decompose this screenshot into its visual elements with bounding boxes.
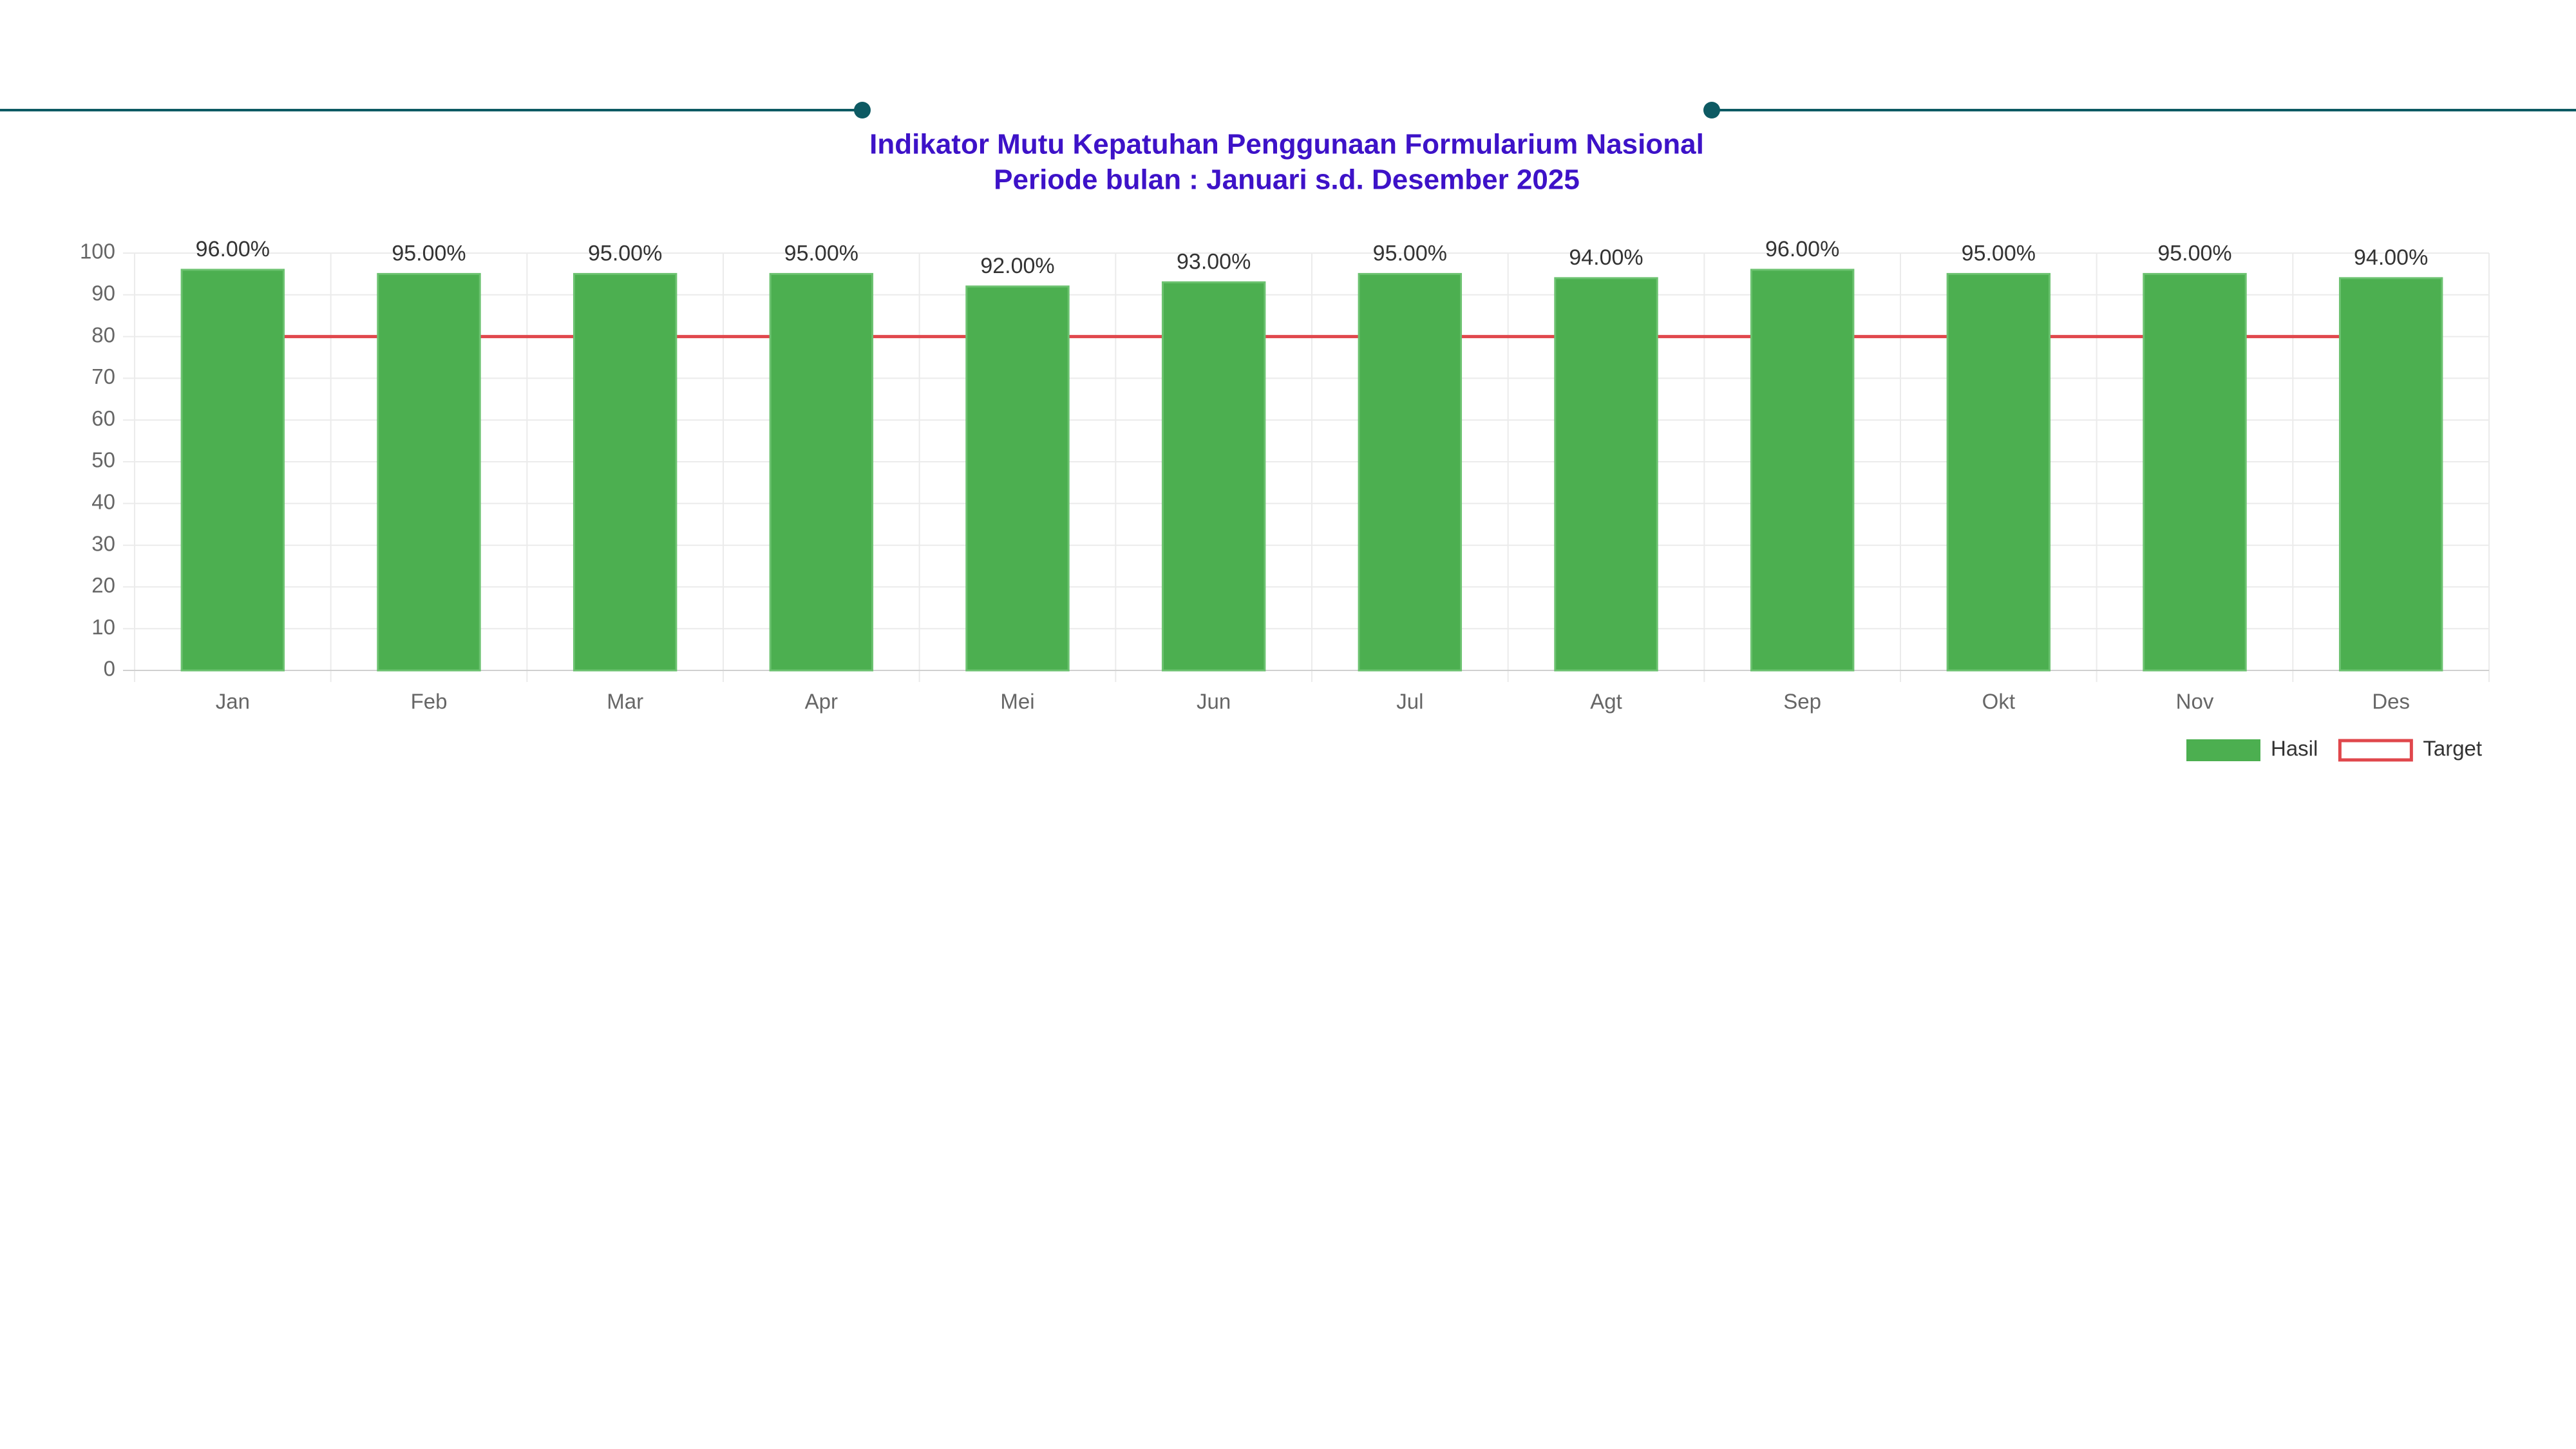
value-label: 95.00% (784, 241, 858, 265)
value-label: 95.00% (1373, 241, 1447, 265)
x-tick-label: Apr (805, 690, 838, 714)
y-tick-label: 100 (80, 240, 115, 263)
x-tick-label: Sep (1783, 690, 1821, 714)
x-tick-label: Mar (607, 690, 643, 714)
value-label: 95.00% (588, 241, 662, 265)
legend-swatch (2338, 739, 2413, 762)
value-label: 96.00% (1765, 237, 1839, 261)
y-tick-label: 60 (91, 406, 115, 430)
x-tick-label: Mei (1000, 690, 1034, 714)
value-label: 93.00% (1177, 249, 1251, 274)
y-tick-label: 50 (91, 448, 115, 472)
value-label: 96.00% (196, 237, 270, 261)
bar (1946, 272, 2051, 672)
value-label: 94.00% (1569, 245, 1643, 270)
value-label: 95.00% (392, 241, 466, 265)
x-tick-label: Des (2372, 690, 2410, 714)
value-label: 92.00% (980, 254, 1054, 278)
bar (1554, 277, 1658, 672)
bar (180, 269, 285, 672)
x-tick-label: Feb (411, 690, 448, 714)
y-tick-label: 70 (91, 365, 115, 388)
x-tick-label: Jan (216, 690, 250, 714)
bar (377, 272, 481, 672)
chart-title: Indikator Mutu Kepatuhan Penggunaan Form… (869, 129, 1704, 160)
x-tick-label: Jul (1396, 690, 1423, 714)
chart-subtitle: Periode bulan : Januari s.d. Desember 20… (994, 164, 1580, 196)
y-tick-label: 20 (91, 573, 115, 597)
value-label: 95.00% (1962, 241, 2036, 265)
bar (1358, 272, 1463, 672)
value-label: 94.00% (2354, 245, 2428, 270)
y-tick-label: 10 (91, 615, 115, 639)
bar (1161, 281, 1266, 672)
bar (573, 272, 677, 672)
x-tick-label: Nov (2176, 690, 2214, 714)
legend-label: Target (2423, 737, 2482, 761)
value-label: 95.00% (2157, 241, 2231, 265)
legend-label: Hasil (2271, 737, 2318, 761)
x-tick-label: Agt (1590, 690, 1622, 714)
y-tick-label: 80 (91, 323, 115, 346)
x-tick-label: Okt (1982, 690, 2015, 714)
bar (769, 272, 874, 672)
bar (2338, 277, 2443, 672)
y-tick-label: 30 (91, 531, 115, 555)
decor-dot (1703, 102, 1720, 118)
bar (1750, 269, 1855, 672)
y-tick-label: 90 (91, 281, 115, 305)
decor-dot (854, 102, 871, 118)
bar (965, 285, 1070, 672)
y-tick-label: 0 (104, 657, 115, 681)
bar (2143, 272, 2247, 672)
y-tick-label: 40 (91, 490, 115, 514)
x-tick-label: Jun (1197, 690, 1231, 714)
legend-swatch (2186, 739, 2260, 761)
